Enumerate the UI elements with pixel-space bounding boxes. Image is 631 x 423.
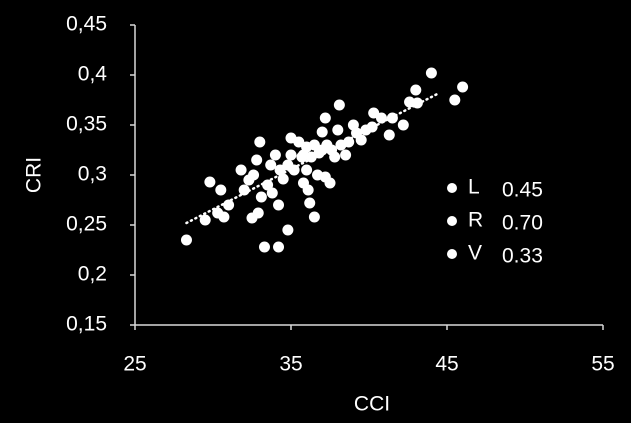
point bbox=[302, 184, 314, 196]
x-tick-label: 55 bbox=[591, 353, 614, 376]
point bbox=[262, 179, 274, 191]
annotation-label: R bbox=[468, 209, 483, 232]
point bbox=[254, 136, 266, 148]
point bbox=[301, 164, 313, 176]
point bbox=[282, 159, 294, 171]
point bbox=[265, 159, 277, 171]
point bbox=[266, 187, 278, 199]
point bbox=[449, 94, 461, 106]
y-axis-label: CRI bbox=[23, 157, 46, 193]
point bbox=[425, 67, 437, 79]
point bbox=[273, 241, 285, 253]
point bbox=[340, 149, 352, 161]
point bbox=[277, 173, 289, 185]
x-tick-label: 45 bbox=[435, 353, 458, 376]
point bbox=[366, 121, 378, 133]
point bbox=[258, 241, 270, 253]
point bbox=[282, 224, 294, 236]
x-axis-label: CCI bbox=[354, 393, 390, 416]
point bbox=[329, 151, 341, 163]
y-tick-label: 0,25 bbox=[66, 213, 107, 236]
point bbox=[411, 97, 423, 109]
point bbox=[410, 84, 422, 96]
point bbox=[304, 197, 316, 209]
point bbox=[223, 199, 235, 211]
point bbox=[375, 112, 387, 124]
x-tick-label: 25 bbox=[123, 353, 146, 376]
point bbox=[255, 191, 267, 203]
annotation-bullet bbox=[447, 183, 457, 193]
annotation-bullet bbox=[447, 216, 457, 226]
point bbox=[297, 149, 309, 161]
point bbox=[273, 199, 285, 211]
point bbox=[238, 184, 250, 196]
point bbox=[215, 184, 227, 196]
annotation-bullet bbox=[447, 249, 457, 259]
point bbox=[308, 211, 320, 223]
point bbox=[308, 139, 320, 151]
point bbox=[397, 119, 409, 131]
annotation-value: 0.33 bbox=[502, 245, 543, 268]
annotation-value: 0.70 bbox=[502, 212, 543, 235]
y-tick-label: 0,45 bbox=[66, 13, 107, 36]
point bbox=[269, 149, 281, 161]
point bbox=[368, 107, 380, 119]
y-tick-label: 0,35 bbox=[66, 113, 107, 136]
x-tick-label: 35 bbox=[279, 353, 302, 376]
point bbox=[324, 177, 336, 189]
point bbox=[199, 214, 211, 226]
point bbox=[274, 164, 286, 176]
point bbox=[316, 126, 328, 138]
annotation-label: L bbox=[468, 176, 480, 199]
point bbox=[252, 207, 264, 219]
point bbox=[333, 99, 345, 111]
point bbox=[251, 154, 263, 166]
y-tick-label: 0,3 bbox=[78, 163, 107, 186]
point bbox=[248, 169, 260, 181]
point bbox=[235, 164, 247, 176]
point bbox=[204, 176, 216, 188]
y-tick-label: 0,2 bbox=[78, 263, 107, 286]
annotation-label: V bbox=[468, 242, 482, 265]
point bbox=[457, 81, 469, 93]
point bbox=[218, 211, 230, 223]
y-tick-label: 0,4 bbox=[78, 63, 108, 86]
point bbox=[285, 149, 297, 161]
point bbox=[355, 134, 367, 146]
point bbox=[343, 136, 355, 148]
point bbox=[180, 234, 192, 246]
annotation-value: 0.45 bbox=[502, 179, 543, 202]
y-tick-label: 0,15 bbox=[66, 313, 107, 336]
point bbox=[319, 112, 331, 124]
point bbox=[383, 129, 395, 141]
point bbox=[386, 112, 398, 124]
point bbox=[332, 124, 344, 136]
point bbox=[293, 136, 305, 148]
